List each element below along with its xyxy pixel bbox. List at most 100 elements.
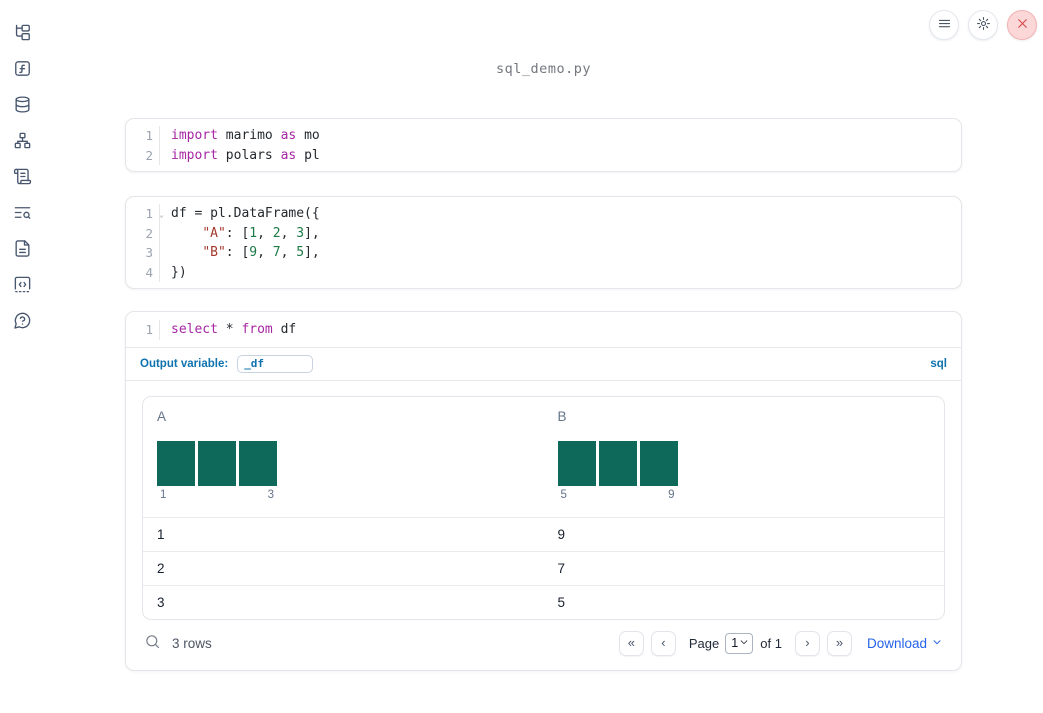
hamburger-icon <box>937 16 952 34</box>
sidebar-item-variables[interactable] <box>11 60 33 79</box>
code-token: ], <box>304 225 320 241</box>
function-square-icon <box>13 59 32 81</box>
code-token: import <box>171 147 218 163</box>
code-token: ], <box>304 245 320 260</box>
sidebar-item-snippets[interactable] <box>11 276 33 295</box>
pagination: « ‹ Page 1 of 1 › » Download <box>618 630 943 656</box>
last-page-button[interactable]: » <box>826 630 852 656</box>
sql-language-badge: sql <box>930 357 947 370</box>
sql-editor[interactable]: select * from df <box>160 320 296 340</box>
gear-icon <box>976 16 991 34</box>
document-icon <box>13 239 32 261</box>
code-token: as <box>280 147 297 163</box>
histogram-axis-label: 1 <box>160 488 167 501</box>
next-page-button[interactable]: › <box>794 630 820 656</box>
code-line[interactable]: select * from df <box>171 320 296 340</box>
file-tree-icon <box>13 23 32 45</box>
download-button[interactable]: Download <box>867 636 943 651</box>
histogram-bar <box>198 440 236 486</box>
page-number-value: 1 <box>731 636 739 650</box>
sidebar-item-help[interactable] <box>11 312 33 331</box>
prev-page-button[interactable]: ‹ <box>650 630 676 656</box>
code-token: 5 <box>296 245 305 260</box>
chevron-down-icon <box>739 636 749 650</box>
table-cell: 9 <box>557 526 566 542</box>
dependency-graph-icon <box>13 131 32 153</box>
code-line[interactable]: }) <box>171 263 320 283</box>
code-token: : [ <box>225 245 250 260</box>
output-variable-input[interactable] <box>237 354 314 373</box>
code-token: "A" <box>202 225 226 241</box>
column-header-a[interactable]: A 1 3 <box>143 397 544 517</box>
code-token: , <box>280 225 297 241</box>
code-line[interactable]: import marimo as mo <box>171 126 320 146</box>
sidebar-item-dependency-graph[interactable] <box>11 132 33 151</box>
sidebar-item-documentation[interactable] <box>11 239 33 261</box>
column-name: A <box>157 408 167 424</box>
code-editor[interactable]: import marimo as mo import polars as pl <box>160 126 320 165</box>
sql-cell-footer: Output variable: sql <box>126 346 961 380</box>
sidebar-item-file-explorer[interactable] <box>11 24 33 43</box>
code-token: "B" <box>202 245 226 260</box>
code-token: , <box>280 245 297 260</box>
first-page-button[interactable]: « <box>618 630 644 656</box>
notebook-menu-button[interactable] <box>929 10 959 40</box>
code-line[interactable]: "A": [1, 2, 3], <box>171 224 320 244</box>
histogram-bar <box>157 440 195 486</box>
table-cell: 5 <box>557 594 566 610</box>
code-token: 2 <box>272 225 281 241</box>
histogram-bar <box>557 440 596 486</box>
sidebar-item-data-sources[interactable] <box>11 95 33 117</box>
column-name: B <box>557 408 567 424</box>
code-token: pl <box>296 147 320 163</box>
code-line[interactable]: df = pl.DataFrame({ <box>171 204 320 224</box>
code-token: from <box>241 322 273 337</box>
line-number: 4 <box>145 264 153 280</box>
top-right-controls <box>929 10 1037 40</box>
list-search-icon <box>13 203 32 225</box>
code-token: select <box>171 322 218 337</box>
helper-panel-sidebar <box>0 0 44 713</box>
code-token <box>171 245 202 260</box>
code-token: as <box>280 128 297 143</box>
histogram-bar <box>639 440 678 486</box>
line-number: 2 <box>145 225 153 241</box>
sql-cell[interactable]: 1 select * from df Output variable: sql … <box>125 311 962 671</box>
code-token: }) <box>171 264 187 280</box>
line-number: 1 <box>145 128 153 143</box>
code-cell-dataframe[interactable]: 1 ⌄ 2 3 4 df = pl.DataFrame({ "A": [1, 2, 3]… <box>125 196 962 289</box>
page-number-select[interactable]: 1 <box>725 632 754 654</box>
notebook-filename: sql_demo.py <box>496 61 591 77</box>
table-cell: 3 <box>157 594 165 610</box>
code-token <box>171 226 202 241</box>
code-editor[interactable]: df = pl.DataFrame({ "A": [1, 2, 3], "B":… <box>160 204 320 282</box>
sidebar-item-logs[interactable] <box>11 168 33 187</box>
sidebar-item-outline[interactable] <box>11 204 33 223</box>
database-icon <box>13 95 32 117</box>
line-number-gutter: 1 ⌄ 2 3 4 <box>126 204 164 282</box>
page-total-label: of 1 <box>760 635 782 651</box>
fold-chevron-icon[interactable]: ⌄ <box>159 210 164 219</box>
download-label: Download <box>866 635 927 651</box>
histogram-axis-label: 3 <box>267 488 274 501</box>
table-cell: 7 <box>557 560 566 576</box>
code-line[interactable]: import polars as pl <box>171 146 320 166</box>
code-line[interactable]: "B": [9, 7, 5], <box>171 243 320 263</box>
settings-button[interactable] <box>968 10 998 40</box>
shutdown-button[interactable] <box>1007 10 1037 40</box>
code-token: , <box>257 225 273 241</box>
code-snippet-icon <box>13 275 32 297</box>
table-search-button[interactable] <box>144 633 161 653</box>
code-token: , <box>257 245 273 260</box>
table-footer: 3 rows « ‹ Page 1 of 1 › » Download <box>142 620 945 656</box>
